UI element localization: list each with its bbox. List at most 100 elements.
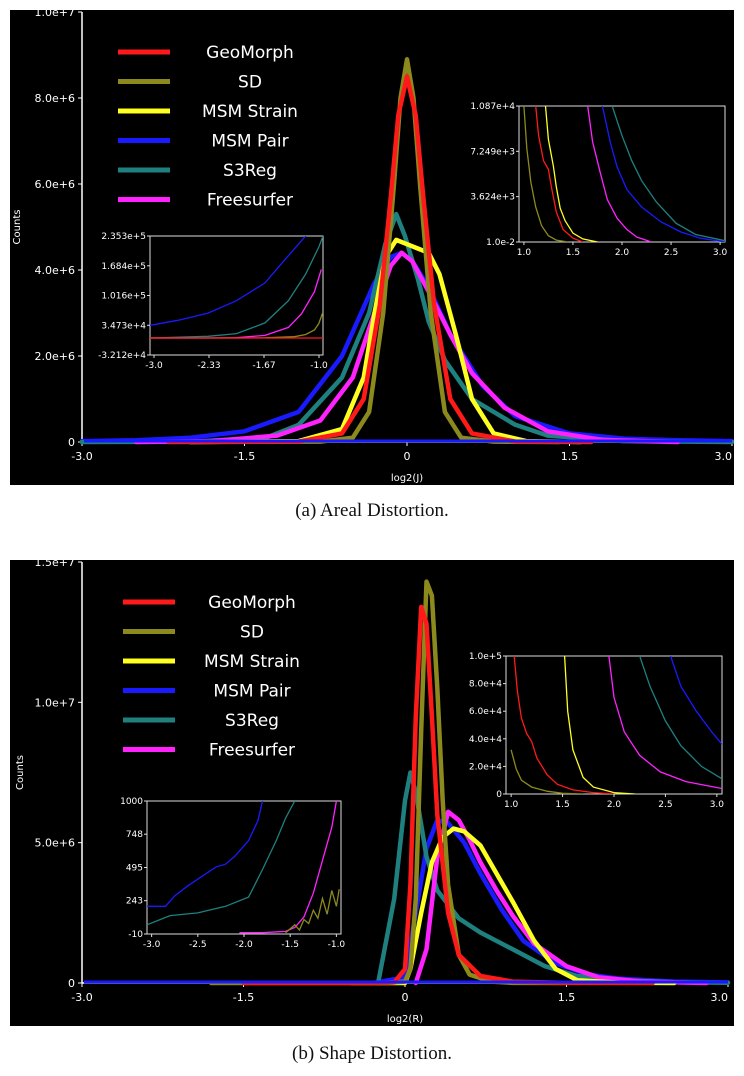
inset-x-tick-label: -2.5 <box>189 940 207 950</box>
inset-y-tick-label: 3.473e+4 <box>101 321 146 331</box>
inset-x-tick-label: 3.0 <box>710 800 725 810</box>
y-tick-label: 1.0e+7 <box>35 10 75 19</box>
inset-x-tick-label: -3.0 <box>145 361 163 371</box>
inset-x-tick-label: 1.0 <box>517 248 532 258</box>
inset-line-freesurfer <box>608 656 722 790</box>
inset-y-tick-label: 1000 <box>120 797 143 807</box>
inset-line-msm-pair <box>601 106 725 242</box>
inset-x-tick-label: -3.0 <box>143 940 161 950</box>
inset-line-msm-pair <box>669 656 722 745</box>
x-tick-label: -1.5 <box>233 991 254 1004</box>
inset-x-tick-label: -1.5 <box>281 940 299 950</box>
shape-distortion-caption: (b) Shape Distortion. <box>292 1043 452 1064</box>
inset-y-tick-label: 1.016e+5 <box>101 291 146 301</box>
y-tick-label: 8.0e+6 <box>35 92 75 105</box>
legend-label-s3reg: S3Reg <box>223 161 277 181</box>
inset-frame <box>505 655 723 795</box>
y-tick-label: 2.0e+6 <box>35 350 75 363</box>
inset-y-tick-label: 3.624e+3 <box>470 193 515 203</box>
y-axis-label: Counts <box>15 755 26 790</box>
inset-left-tail: 2.353e+5 1.684e+5 1.016e+5 3.473e+4 -3.212e+… <box>98 232 328 371</box>
x-tick-label: 3.0 <box>715 450 733 463</box>
x-tick-label: -1.5 <box>234 450 255 463</box>
inset-right-tail: 1.0e+5 8.0e+4 6.0e+4 4.0e+4 2.0e+4 01.0 1.5 2.0… <box>469 652 724 810</box>
areal-distortion-caption: (a) Areal Distortion. <box>295 500 449 521</box>
inset-right-tail: 1.087e+4 7.249e+3 3.624e+3 1.0e-21.0 1.5 2.0 2… <box>470 102 727 258</box>
inset-x-tick-label: 3.0 <box>713 248 728 258</box>
legend-label-msm-pair: MSM Pair <box>213 682 290 702</box>
inset-line-sd <box>523 106 569 242</box>
inset-x-tick-label: 1.5 <box>566 248 580 258</box>
inset-x-tick-label: -2.33 <box>197 361 220 371</box>
x-tick-label: 1.5 <box>558 991 576 1004</box>
y-tick-label: 1.0e+7 <box>35 696 75 709</box>
x-tick-label: 0 <box>404 450 411 463</box>
y-tick-label: 0 <box>68 436 75 449</box>
inset-y-tick-label: 495 <box>126 864 143 874</box>
y-axis-label: Counts <box>12 210 23 245</box>
series-line-s3reg <box>79 211 735 445</box>
inset-y-tick-label: -3.212e+4 <box>98 351 146 361</box>
legend-label-freesurfer: Freesurfer <box>207 191 293 211</box>
inset-x-tick-label: -1.0 <box>328 940 346 950</box>
inset-y-tick-label: 0 <box>496 790 502 800</box>
inset-left-tail: 1000 748 495 243 -10-3.0 -2.5 -2.0 -1.5 -1.0 <box>120 797 345 950</box>
inset-line-msm-pair <box>147 801 264 907</box>
shape-distortion-panel: 0 5.0e+6 1.0e+7 1.5e+7 -3.0 -1.5 0 1.5 3.0 log2(R… <box>10 556 734 1026</box>
x-tick-label: -3.0 <box>71 991 92 1004</box>
y-tick-label: 1.5e+7 <box>35 560 75 569</box>
inset-series-group <box>150 236 323 339</box>
series-line-sd <box>188 57 561 445</box>
legend-label-msm-strain: MSM Strain <box>202 102 298 122</box>
x-axis-label: log2(J) <box>391 473 423 484</box>
inset-x-tick-label: 1.5 <box>555 800 569 810</box>
x-axis-label: log2(R) <box>387 1014 423 1025</box>
inset-x-tick-label: 2.0 <box>607 800 622 810</box>
legend-label-sd: SD <box>238 73 262 93</box>
legend-label-freesurfer: Freesurfer <box>209 741 295 761</box>
x-tick-label: -3.0 <box>71 450 92 463</box>
inset-x-tick-label: -1.0 <box>310 361 328 371</box>
inset-line-geomorph <box>535 106 584 242</box>
shape-distortion-chart: 0 5.0e+6 1.0e+7 1.5e+7 -3.0 -1.5 0 1.5 3.0 log2(R… <box>15 556 731 1025</box>
x-tick-label: 0 <box>402 991 409 1004</box>
inset-series-group <box>147 801 340 934</box>
inset-y-tick-label: 8.0e+4 <box>469 680 502 690</box>
inset-line-sd <box>510 749 584 794</box>
inset-y-tick-label: 243 <box>126 897 143 907</box>
inset-line-msm-strain <box>544 106 598 242</box>
inset-y-tick-label: 1.0e+5 <box>469 652 502 662</box>
y-tick-label: 4.0e+6 <box>35 264 75 277</box>
inset-line-geomorph <box>513 656 615 794</box>
legend-label-msm-strain: MSM Strain <box>204 652 300 672</box>
inset-x-tick-label: 2.5 <box>658 800 672 810</box>
series-line-msm-strain <box>188 237 583 445</box>
legend-label-sd: SD <box>240 623 264 643</box>
inset-series-group <box>523 106 725 242</box>
y-tick-label: 5.0e+6 <box>35 837 75 850</box>
inset-y-tick-label: 1.684e+5 <box>101 262 146 272</box>
inset-line-msm-pair <box>150 236 307 326</box>
inset-line-s3reg <box>611 106 725 242</box>
inset-x-tick-label: 1.0 <box>504 800 519 810</box>
inset-y-tick-label: 4.0e+4 <box>469 735 502 745</box>
x-tick-label: 3.0 <box>711 991 729 1004</box>
legend-label-geomorph: GeoMorph <box>206 43 294 63</box>
inset-frame <box>146 800 342 935</box>
inset-x-tick-label: 2.0 <box>615 248 630 258</box>
inset-x-tick-label: -1.67 <box>252 361 275 371</box>
inset-line-s3reg <box>150 236 323 339</box>
inset-frame <box>149 235 324 356</box>
inset-line-freesurfer <box>587 106 652 242</box>
y-tick-label: 0 <box>68 977 75 990</box>
areal-distortion-panel: 0 2.0e+6 4.0e+6 6.0e+6 8.0e+6 1.0e+7 -3.0 -1.5 0… <box>10 6 735 485</box>
inset-y-tick-label: 748 <box>126 830 143 840</box>
inset-y-tick-label: -10 <box>128 930 143 940</box>
inset-y-tick-label: 2.353e+5 <box>101 232 146 242</box>
inset-y-tick-label: 2.0e+4 <box>469 762 502 772</box>
inset-frame <box>518 105 726 243</box>
inset-series-group <box>510 656 722 794</box>
inset-y-tick-label: 7.249e+3 <box>470 147 515 157</box>
x-tick-label: 1.5 <box>561 450 579 463</box>
inset-y-tick-label: 6.0e+4 <box>469 707 502 717</box>
